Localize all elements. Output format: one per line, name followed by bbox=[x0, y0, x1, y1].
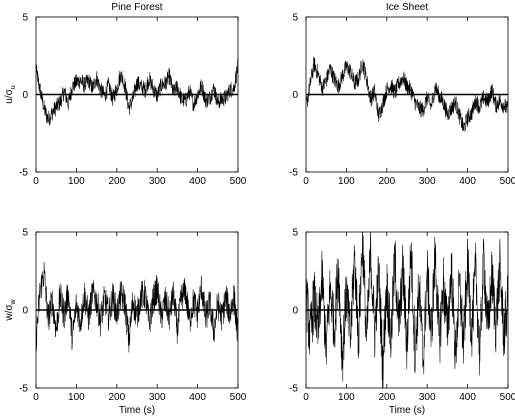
x-tick-label: 200 bbox=[108, 392, 125, 403]
y-tick-label: 0 bbox=[292, 90, 298, 101]
y-axis-label-subscript: w bbox=[10, 298, 17, 305]
y-tick-label: 0 bbox=[22, 306, 28, 317]
x-tick-label: 0 bbox=[33, 176, 39, 187]
chart-title: Pine Forest bbox=[111, 2, 162, 13]
x-tick-label: 300 bbox=[149, 176, 166, 187]
chart-title: Ice Sheet bbox=[386, 2, 428, 13]
x-tick-label: 400 bbox=[189, 176, 206, 187]
y-tick-label: -5 bbox=[19, 168, 28, 179]
x-tick-label: 400 bbox=[459, 392, 476, 403]
x-tick-label: 100 bbox=[68, 392, 85, 403]
y-tick-label: 5 bbox=[292, 228, 298, 239]
x-tick-label: 300 bbox=[419, 392, 436, 403]
x-tick-label: 100 bbox=[338, 392, 355, 403]
x-tick-label: 100 bbox=[338, 176, 355, 187]
x-tick-label: 200 bbox=[378, 392, 395, 403]
chart-panel-1: 0 100 200 300 400 500 -5 0 5 Pine Forest u/σu bbox=[4, 2, 247, 187]
series-line bbox=[306, 232, 508, 388]
chart-panel-2: 0 100 200 300 400 500 -5 0 5 Ice Sheet bbox=[289, 2, 515, 187]
x-tick-label: 300 bbox=[149, 392, 166, 403]
y-tick-label: -5 bbox=[19, 384, 28, 395]
x-tick-label: 0 bbox=[303, 392, 309, 403]
y-tick-label: 0 bbox=[22, 90, 28, 101]
x-tick-label: 500 bbox=[500, 392, 515, 403]
y-axis-label: w/σw bbox=[4, 298, 17, 321]
x-tick-label: 500 bbox=[230, 176, 247, 187]
x-axis-label: Time (s) bbox=[119, 405, 155, 416]
y-tick-label: 5 bbox=[22, 228, 28, 239]
x-axis-label: Time (s) bbox=[389, 405, 425, 416]
chart-panel-3: 0 100 200 300 400 500 -5 0 5 Time (s) w/σw bbox=[4, 228, 247, 417]
x-tick-label: 100 bbox=[68, 176, 85, 187]
y-tick-label: 5 bbox=[22, 13, 28, 24]
x-tick-label: 0 bbox=[33, 392, 39, 403]
y-tick-label: -5 bbox=[289, 168, 298, 179]
x-tick-label: 0 bbox=[303, 176, 309, 187]
y-tick-label: -5 bbox=[289, 384, 298, 395]
y-tick-label: 0 bbox=[292, 306, 298, 317]
series-line bbox=[36, 56, 238, 126]
x-tick-label: 500 bbox=[230, 392, 247, 403]
x-tick-label: 200 bbox=[378, 176, 395, 187]
series-line bbox=[36, 262, 238, 353]
x-tick-label: 300 bbox=[419, 176, 436, 187]
x-tick-label: 400 bbox=[189, 392, 206, 403]
x-tick-label: 200 bbox=[108, 176, 125, 187]
series-line bbox=[306, 56, 508, 132]
y-axis-label: u/σu bbox=[4, 85, 17, 104]
y-axis-label-subscript: u bbox=[10, 85, 17, 89]
y-tick-label: 5 bbox=[292, 13, 298, 24]
x-tick-label: 500 bbox=[500, 176, 515, 187]
x-tick-label: 400 bbox=[459, 176, 476, 187]
chart-panel-4: 0 100 200 300 400 500 -5 0 5 Time (s) bbox=[289, 228, 515, 417]
